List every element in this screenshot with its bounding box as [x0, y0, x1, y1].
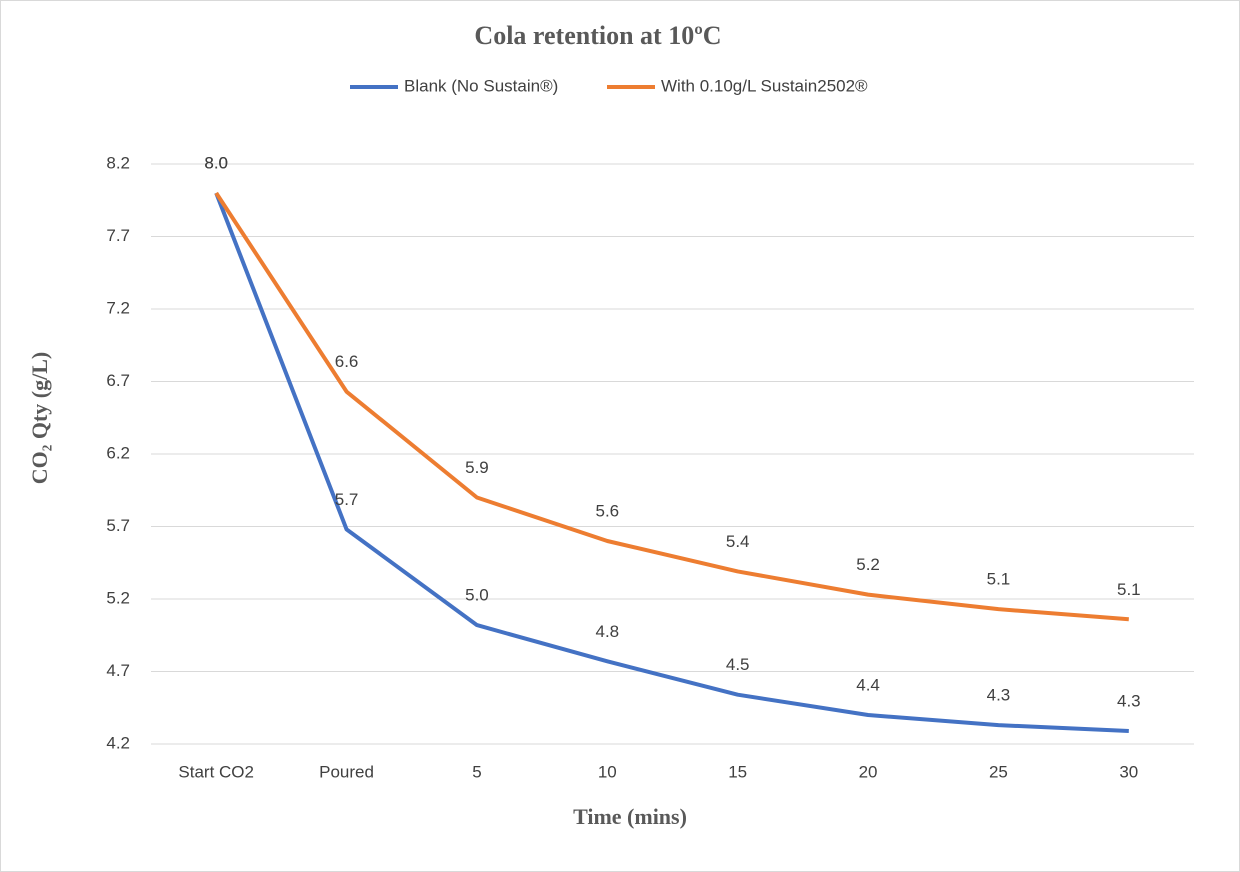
data-label: 5.9: [465, 458, 489, 477]
y-tick-label: 5.2: [106, 588, 130, 607]
data-label: 5.1: [987, 570, 1011, 589]
x-tick-label: 15: [728, 762, 747, 781]
y-tick-label: 5.7: [106, 516, 130, 535]
data-label: 5.6: [595, 501, 619, 520]
y-axis-title: CO₂ Qty (g/L): [27, 352, 52, 484]
x-tick-label: Start CO2: [178, 762, 254, 781]
series-line: [214, 191, 1129, 622]
data-label: 5.1: [1117, 580, 1141, 599]
data-label: 6.6: [335, 352, 359, 371]
data-label: 4.3: [1117, 691, 1141, 710]
y-tick-label: 6.2: [106, 443, 130, 462]
legend-label: Blank (No Sustain®): [404, 76, 558, 95]
x-tick-label: 10: [598, 762, 617, 781]
data-label: 5.4: [726, 532, 750, 551]
legend-label: With 0.10g/L Sustain2502®: [661, 76, 868, 95]
x-tick-label: 30: [1119, 762, 1138, 781]
data-label: 5.0: [465, 586, 489, 605]
x-tick-label: Poured: [319, 762, 374, 781]
x-tick-label: 25: [989, 762, 1008, 781]
series-line: [214, 192, 1129, 733]
x-tick-label: 20: [859, 762, 878, 781]
y-tick-label: 4.2: [106, 733, 130, 752]
x-tick-label: 5: [472, 762, 481, 781]
data-label: 4.4: [856, 675, 880, 694]
data-label: 8.0: [204, 153, 228, 172]
y-tick-label: 7.7: [106, 226, 130, 245]
y-tick-label: 4.7: [106, 661, 130, 680]
data-label: 8.0: [204, 153, 228, 172]
data-label: 4.8: [595, 622, 619, 641]
y-tick-label: 8.2: [106, 153, 130, 172]
data-label: 4.5: [726, 655, 750, 674]
data-label: 5.2: [856, 555, 880, 574]
x-axis-title: Time (mins): [573, 804, 687, 829]
y-tick-label: 6.7: [106, 371, 130, 390]
data-label: 4.3: [987, 686, 1011, 705]
data-label: 5.7: [335, 490, 359, 509]
y-tick-label: 7.2: [106, 298, 130, 317]
chart-title: Cola retention at 10ºC: [474, 21, 721, 50]
